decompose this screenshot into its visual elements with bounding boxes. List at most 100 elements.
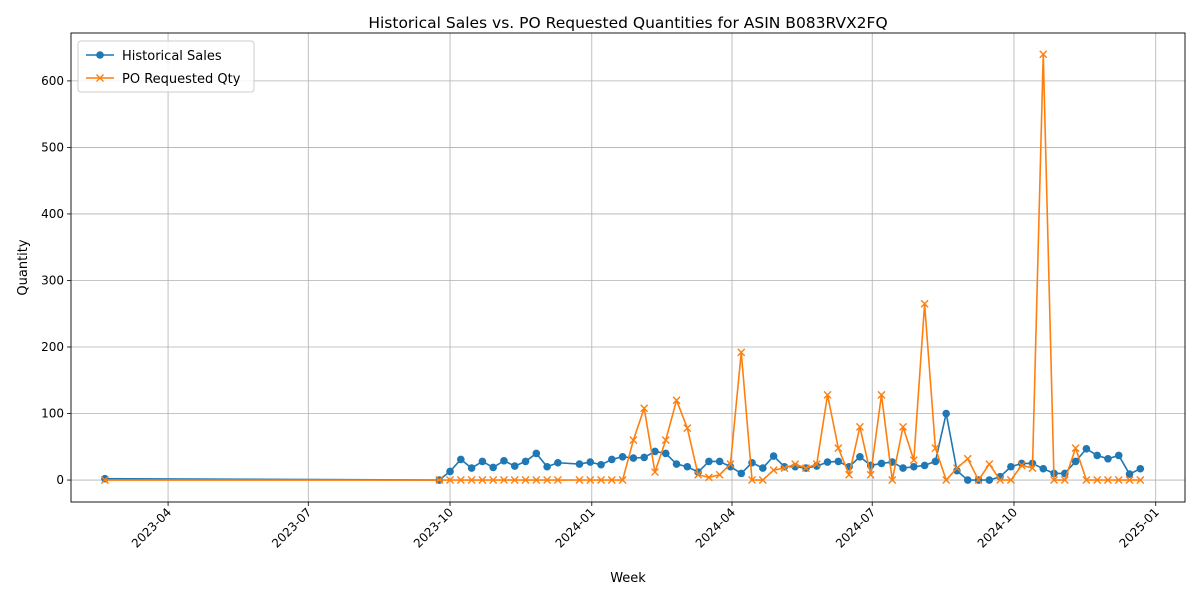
data-point-historical-sales (446, 467, 454, 476)
data-point-historical-sales (661, 449, 670, 458)
data-point-po-requested-qty (1114, 476, 1123, 485)
data-point-historical-sales (705, 457, 713, 466)
chart-title: Historical Sales vs. PO Requested Quanti… (368, 14, 887, 32)
data-point-historical-sales (618, 452, 627, 461)
data-point-po-requested-qty (1103, 476, 1112, 485)
data-point-historical-sales (478, 457, 487, 466)
data-point-po-requested-qty (758, 476, 767, 485)
data-point-historical-sales (877, 459, 886, 468)
data-point-historical-sales (963, 476, 972, 484)
data-point-po-requested-qty (1082, 476, 1091, 485)
data-point-po-requested-qty (1017, 461, 1026, 470)
data-point-historical-sales (1114, 451, 1123, 460)
data-point-po-requested-qty (672, 396, 681, 405)
legend-box (77, 40, 255, 93)
data-point-historical-sales (1125, 470, 1134, 478)
legend-marker-historical-sales (96, 51, 104, 59)
legend-label-historical-sales: Historical Sales (122, 49, 222, 64)
data-point-po-requested-qty (553, 476, 562, 485)
data-point-historical-sales (737, 469, 746, 478)
data-point-historical-sales (672, 460, 681, 468)
data-point-po-requested-qty (780, 464, 789, 473)
data-point-po-requested-qty (510, 476, 519, 485)
data-point-historical-sales (1071, 457, 1080, 466)
legend-label-po-requested-qty: PO Requested Qty (122, 72, 241, 87)
data-point-po-requested-qty (446, 476, 455, 485)
data-point-po-requested-qty (575, 476, 584, 485)
data-point-po-requested-qty (899, 422, 908, 431)
data-point-historical-sales (910, 462, 918, 471)
data-point-po-requested-qty (909, 456, 918, 465)
data-point-po-requested-qty (985, 460, 994, 469)
data-point-historical-sales (608, 455, 616, 464)
data-point-historical-sales (586, 458, 595, 466)
data-point-historical-sales (899, 464, 907, 472)
data-point-po-requested-qty (715, 470, 724, 479)
data-point-historical-sales (1039, 464, 1048, 473)
data-point-po-requested-qty (801, 464, 810, 473)
data-point-historical-sales (1007, 462, 1015, 471)
data-point-po-requested-qty (1071, 444, 1080, 453)
series-po-requested-qty (100, 50, 1145, 485)
data-point-po-requested-qty (942, 476, 951, 485)
data-point-po-requested-qty (607, 476, 616, 485)
data-point-po-requested-qty (952, 464, 961, 473)
y-axis-ticks: 0 100 200 300 400 500 600 (41, 74, 71, 487)
data-point-po-requested-qty (543, 476, 552, 485)
data-point-po-requested-qty (1093, 476, 1102, 485)
data-point-po-requested-qty (1125, 476, 1134, 485)
data-point-historical-sales (942, 409, 950, 418)
y-tick-label: 100 (41, 407, 64, 421)
data-point-po-requested-qty (726, 460, 735, 469)
data-point-po-requested-qty (1050, 476, 1059, 485)
data-point-po-requested-qty (823, 390, 832, 399)
data-point-po-requested-qty (888, 476, 897, 485)
data-point-historical-sales (521, 457, 530, 466)
data-point-historical-sales (467, 464, 476, 472)
data-point-po-requested-qty (467, 476, 476, 485)
data-point-po-requested-qty (996, 476, 1005, 485)
data-point-historical-sales (715, 457, 724, 466)
data-point-historical-sales (823, 458, 832, 466)
data-point-po-requested-qty (694, 470, 703, 479)
plot-area-frame (70, 32, 1186, 503)
data-point-po-requested-qty (769, 466, 778, 475)
data-point-po-requested-qty (661, 436, 670, 445)
data-point-po-requested-qty (499, 476, 508, 485)
data-point-po-requested-qty (931, 444, 940, 453)
data-point-po-requested-qty (737, 348, 746, 357)
y-axis-label: Quantity (16, 239, 31, 295)
data-point-historical-sales (532, 449, 541, 458)
data-point-historical-sales (1104, 454, 1112, 463)
data-point-po-requested-qty (456, 476, 465, 485)
data-point-po-requested-qty (791, 460, 800, 469)
data-point-historical-sales (543, 462, 551, 471)
data-point-po-requested-qty (1136, 476, 1145, 485)
data-point-historical-sales (985, 476, 994, 484)
data-point-po-requested-qty (586, 476, 595, 485)
y-tick-label: 500 (41, 140, 64, 154)
y-tick-label: 600 (41, 74, 64, 88)
data-point-po-requested-qty (640, 404, 649, 413)
data-point-po-requested-qty (532, 476, 541, 485)
data-point-historical-sales (856, 452, 864, 461)
data-point-po-requested-qty (489, 476, 498, 485)
data-point-po-requested-qty (834, 444, 843, 453)
data-point-historical-sales (101, 474, 109, 483)
data-point-historical-sales (748, 458, 756, 467)
data-point-historical-sales (510, 462, 519, 470)
data-point-historical-sales (457, 455, 465, 464)
data-point-po-requested-qty (845, 470, 854, 479)
data-point-po-requested-qty (974, 476, 983, 485)
legend: Historical Sales PO Requested Qty (77, 40, 255, 93)
data-point-historical-sales (597, 460, 605, 469)
data-point-historical-sales (640, 453, 648, 462)
data-point-historical-sales (769, 452, 778, 460)
data-point-po-requested-qty (629, 436, 638, 445)
data-point-po-requested-qty (597, 476, 606, 485)
data-point-historical-sales (651, 447, 659, 456)
data-point-historical-sales (834, 457, 843, 466)
data-point-po-requested-qty (650, 468, 659, 477)
